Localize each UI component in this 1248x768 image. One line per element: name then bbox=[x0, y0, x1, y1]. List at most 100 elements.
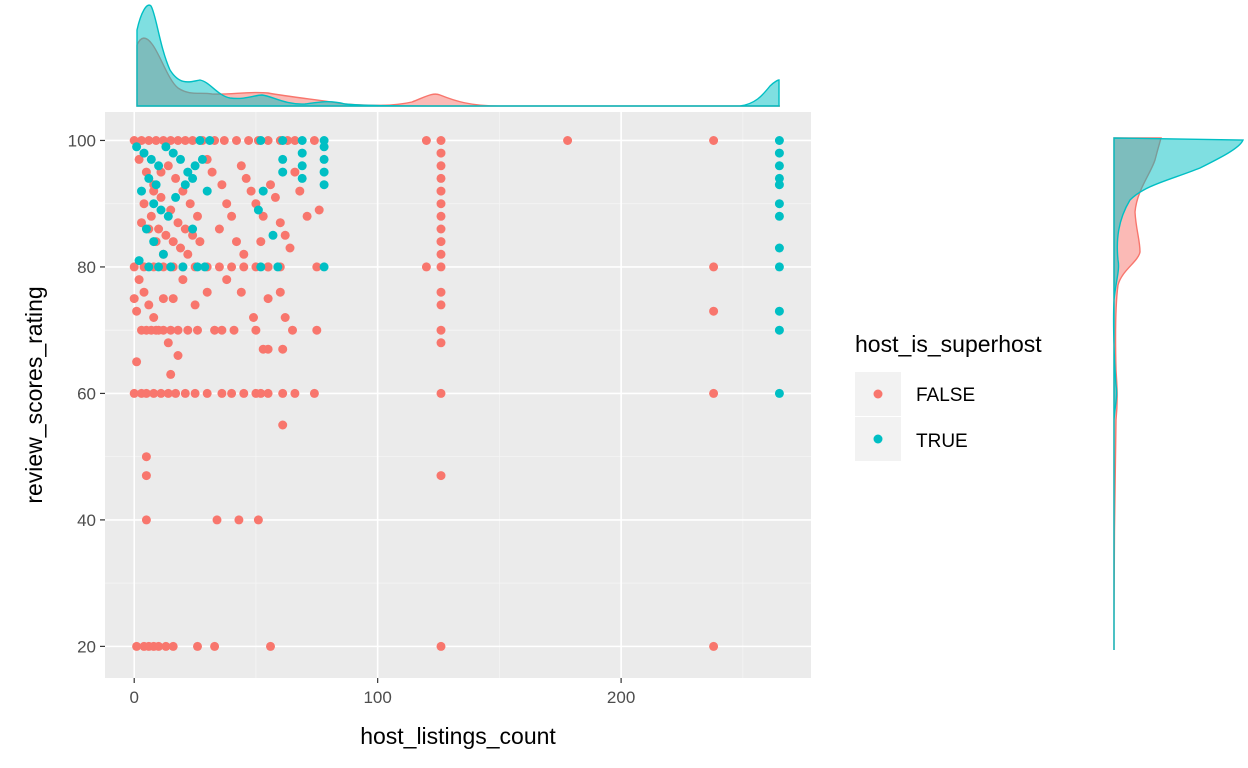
data-point bbox=[436, 338, 446, 348]
data-point bbox=[188, 173, 198, 183]
data-point bbox=[290, 167, 300, 177]
data-point bbox=[309, 388, 319, 398]
data-point bbox=[212, 515, 222, 525]
data-point bbox=[244, 136, 254, 145]
data-point bbox=[263, 262, 273, 272]
data-point bbox=[139, 148, 149, 158]
data-point bbox=[141, 515, 151, 525]
data-point bbox=[156, 205, 166, 215]
data-point bbox=[774, 211, 784, 221]
data-point bbox=[563, 136, 573, 145]
data-point bbox=[217, 388, 227, 398]
data-point bbox=[436, 186, 446, 196]
data-point bbox=[236, 161, 246, 171]
data-point bbox=[436, 325, 446, 335]
data-point bbox=[227, 262, 237, 272]
data-point bbox=[774, 180, 784, 190]
data-point bbox=[210, 641, 220, 651]
data-point bbox=[436, 136, 446, 145]
data-point bbox=[158, 294, 168, 304]
data-point bbox=[129, 262, 139, 272]
legend-key-true bbox=[873, 434, 883, 444]
data-point bbox=[149, 199, 159, 209]
data-point bbox=[129, 388, 139, 398]
data-point bbox=[263, 344, 273, 354]
data-point bbox=[709, 262, 719, 272]
data-point bbox=[709, 136, 719, 145]
data-point bbox=[158, 325, 168, 335]
y-tick-label: 40 bbox=[77, 511, 96, 530]
data-point bbox=[137, 136, 146, 145]
data-point bbox=[295, 186, 305, 196]
data-point bbox=[188, 230, 198, 240]
data-point bbox=[273, 262, 283, 272]
data-point bbox=[774, 243, 784, 253]
series-true bbox=[132, 136, 784, 398]
data-point bbox=[774, 173, 784, 183]
top-density-false bbox=[136, 37, 780, 107]
data-point bbox=[176, 154, 185, 164]
data-point bbox=[436, 641, 446, 651]
data-point bbox=[163, 161, 173, 171]
data-point bbox=[197, 154, 207, 164]
data-point bbox=[168, 237, 178, 247]
data-point bbox=[168, 294, 178, 304]
data-point bbox=[270, 192, 280, 202]
data-point bbox=[202, 287, 212, 297]
data-point bbox=[173, 351, 183, 360]
data-point bbox=[239, 388, 249, 398]
data-point bbox=[319, 180, 329, 190]
data-point bbox=[166, 369, 176, 379]
x-axis: 0 100 200 bbox=[129, 678, 635, 707]
data-point bbox=[195, 136, 205, 145]
data-point bbox=[141, 471, 151, 481]
data-point bbox=[163, 211, 173, 221]
right-density-true bbox=[1112, 137, 1245, 650]
data-point bbox=[141, 388, 151, 398]
data-point bbox=[151, 325, 161, 335]
data-point bbox=[709, 306, 719, 316]
data-point bbox=[205, 136, 215, 145]
data-point bbox=[144, 300, 154, 310]
data-point bbox=[176, 243, 185, 253]
data-point bbox=[173, 136, 183, 145]
data-point bbox=[256, 262, 266, 272]
data-point bbox=[193, 262, 202, 272]
data-point bbox=[141, 224, 151, 234]
data-point bbox=[268, 230, 278, 240]
data-point bbox=[163, 388, 173, 398]
data-point bbox=[436, 199, 446, 209]
data-point bbox=[183, 325, 193, 335]
data-point bbox=[171, 388, 181, 398]
data-point bbox=[134, 256, 144, 266]
data-point bbox=[774, 262, 784, 272]
data-point bbox=[166, 136, 176, 145]
data-point bbox=[421, 262, 431, 272]
data-point bbox=[166, 325, 176, 335]
data-point bbox=[134, 154, 144, 164]
data-point bbox=[436, 249, 446, 259]
data-point bbox=[266, 641, 275, 651]
data-point bbox=[312, 325, 322, 335]
data-point bbox=[222, 275, 232, 285]
data-point bbox=[188, 136, 198, 145]
legend-label-true: TRUE bbox=[916, 431, 968, 452]
data-point bbox=[278, 167, 288, 177]
data-point bbox=[219, 136, 229, 145]
data-point bbox=[280, 230, 290, 240]
data-point bbox=[229, 325, 239, 335]
data-point bbox=[256, 136, 266, 145]
data-point bbox=[188, 224, 198, 234]
data-point bbox=[217, 325, 227, 335]
y-tick-label: 100 bbox=[68, 131, 96, 150]
data-point bbox=[227, 388, 237, 398]
y-tick-label: 80 bbox=[77, 258, 96, 277]
x-tick-label: 0 bbox=[129, 688, 138, 707]
data-point bbox=[774, 388, 784, 398]
data-point bbox=[180, 180, 190, 190]
data-point bbox=[258, 186, 268, 196]
data-point bbox=[709, 641, 719, 651]
data-point bbox=[436, 224, 446, 234]
data-point bbox=[156, 388, 166, 398]
